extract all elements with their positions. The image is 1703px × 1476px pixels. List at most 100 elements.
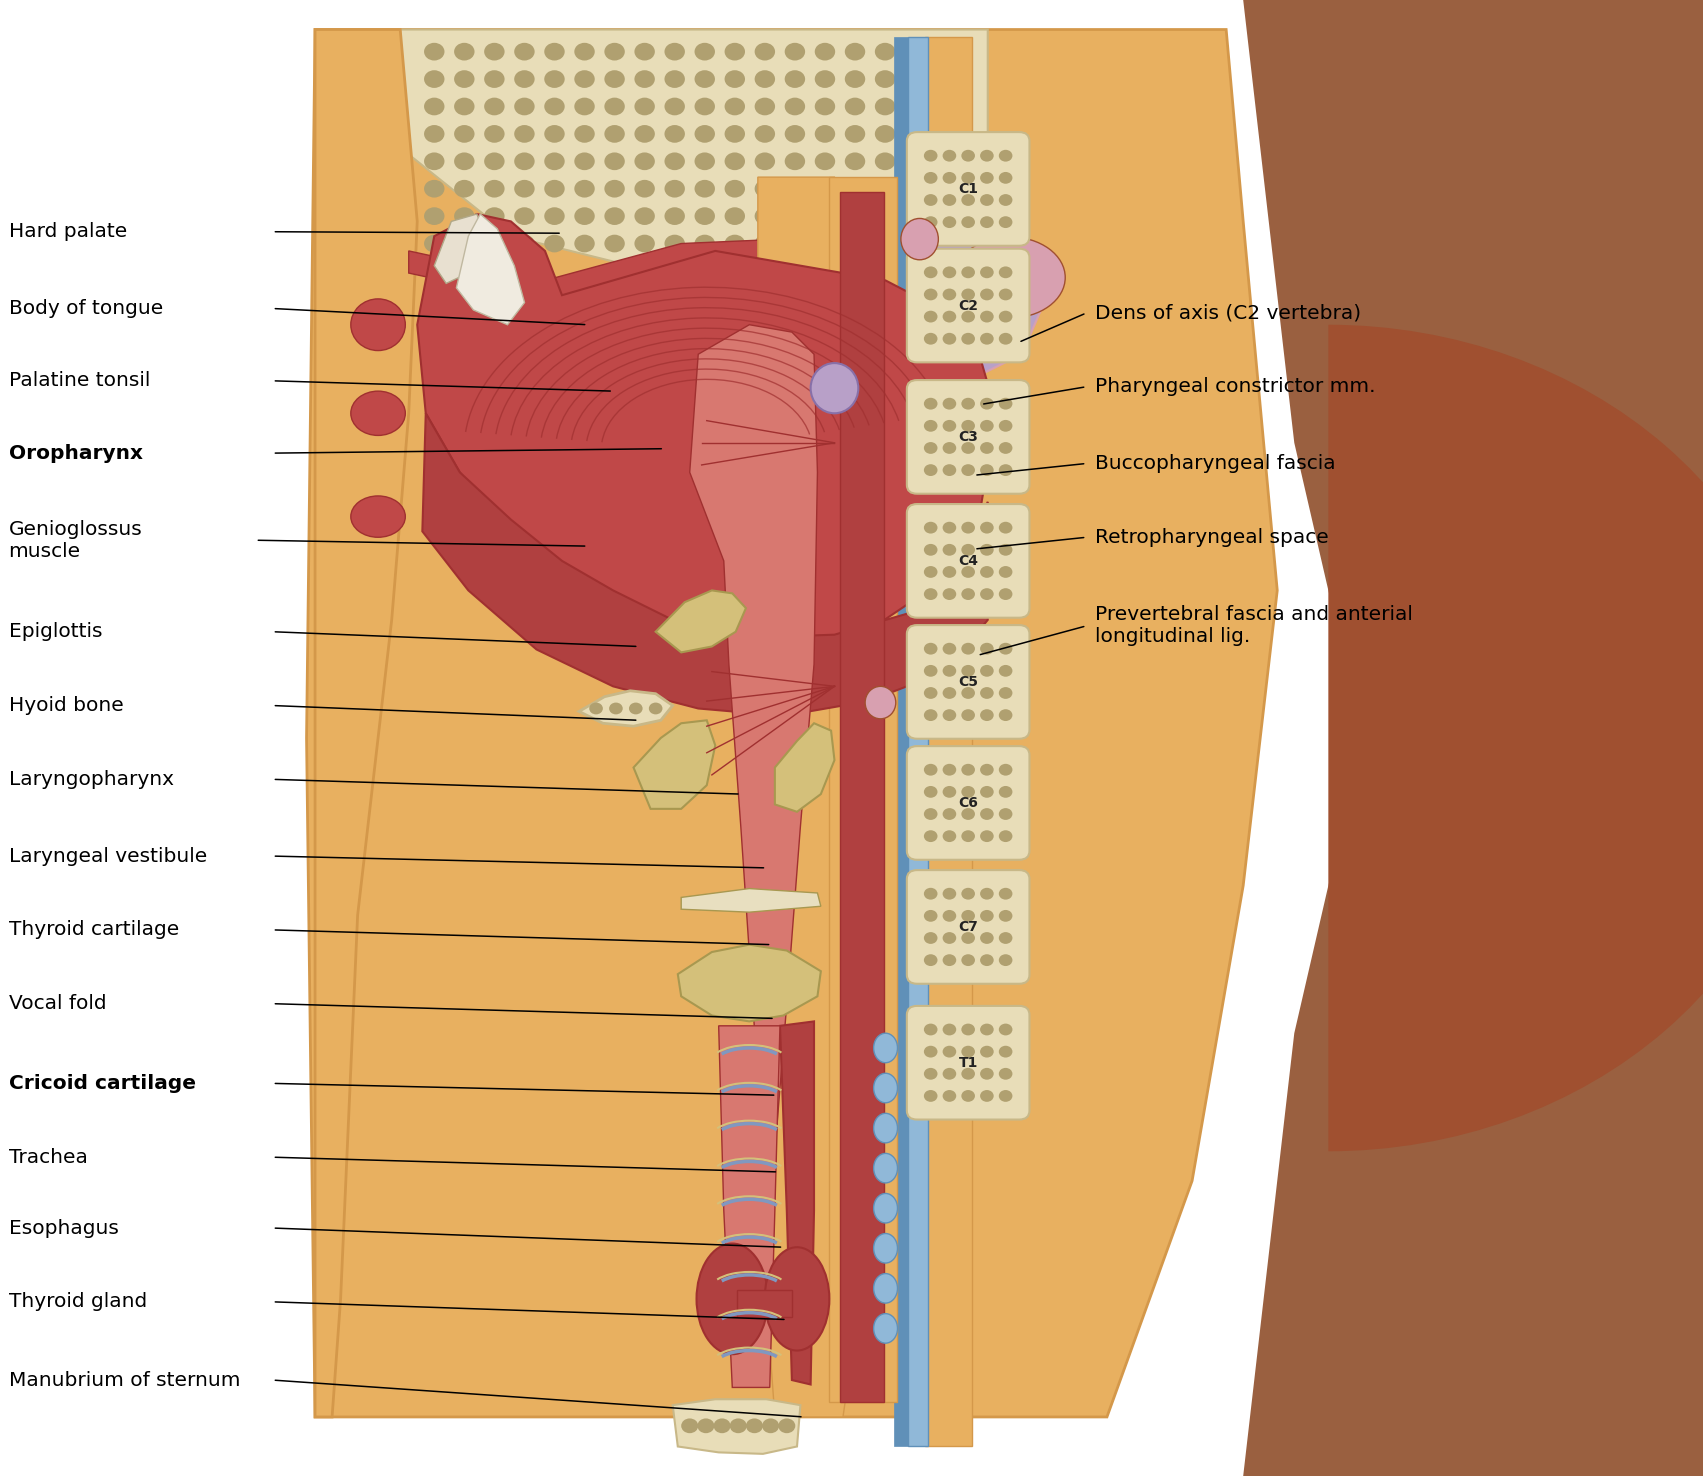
Circle shape: [724, 207, 744, 224]
Circle shape: [923, 1024, 937, 1036]
Circle shape: [785, 125, 806, 143]
Circle shape: [942, 889, 957, 900]
Circle shape: [754, 180, 775, 198]
Circle shape: [923, 933, 937, 945]
Circle shape: [960, 1089, 974, 1101]
Text: C4: C4: [959, 554, 978, 568]
Circle shape: [695, 180, 715, 198]
Circle shape: [981, 644, 995, 655]
Circle shape: [514, 43, 535, 61]
Circle shape: [695, 125, 715, 143]
Circle shape: [960, 785, 974, 797]
Circle shape: [960, 332, 974, 344]
Circle shape: [714, 1418, 731, 1433]
Polygon shape: [422, 413, 988, 716]
Circle shape: [729, 1418, 746, 1433]
Circle shape: [785, 97, 806, 115]
Circle shape: [942, 587, 957, 599]
Circle shape: [545, 152, 565, 170]
Circle shape: [960, 193, 974, 205]
Circle shape: [942, 289, 957, 301]
Circle shape: [814, 97, 834, 115]
Circle shape: [935, 235, 955, 252]
Circle shape: [923, 664, 937, 676]
Circle shape: [904, 125, 925, 143]
Circle shape: [545, 180, 565, 198]
Circle shape: [923, 830, 937, 841]
Polygon shape: [315, 30, 417, 1417]
Circle shape: [998, 664, 1012, 676]
Circle shape: [981, 565, 995, 577]
FancyBboxPatch shape: [906, 248, 1029, 362]
Ellipse shape: [874, 1194, 897, 1224]
FancyBboxPatch shape: [906, 381, 1029, 493]
Circle shape: [960, 933, 974, 945]
Circle shape: [574, 97, 594, 115]
Circle shape: [942, 441, 957, 453]
Circle shape: [923, 173, 937, 184]
Circle shape: [484, 125, 504, 143]
Circle shape: [923, 765, 937, 776]
Circle shape: [904, 180, 925, 198]
Circle shape: [814, 125, 834, 143]
Circle shape: [610, 703, 623, 714]
Circle shape: [424, 125, 444, 143]
Circle shape: [635, 125, 656, 143]
Circle shape: [935, 43, 955, 61]
Circle shape: [998, 1045, 1012, 1057]
Circle shape: [960, 543, 974, 556]
Polygon shape: [719, 1026, 780, 1387]
Circle shape: [754, 97, 775, 115]
Ellipse shape: [874, 1153, 897, 1182]
Circle shape: [514, 152, 535, 170]
Circle shape: [923, 809, 937, 821]
Polygon shape: [579, 691, 673, 726]
Circle shape: [545, 97, 565, 115]
Circle shape: [875, 152, 896, 170]
Circle shape: [724, 235, 744, 252]
Polygon shape: [681, 889, 821, 912]
Ellipse shape: [954, 236, 1066, 317]
Circle shape: [942, 215, 957, 227]
Circle shape: [904, 43, 925, 61]
Circle shape: [875, 71, 896, 89]
Circle shape: [424, 71, 444, 89]
Text: Esophagus: Esophagus: [9, 1219, 119, 1237]
Circle shape: [695, 97, 715, 115]
Circle shape: [923, 644, 937, 655]
Circle shape: [935, 125, 955, 143]
Text: C1: C1: [959, 182, 978, 196]
Circle shape: [942, 785, 957, 797]
Circle shape: [545, 43, 565, 61]
Circle shape: [981, 830, 995, 841]
Circle shape: [574, 43, 594, 61]
Bar: [894, 37, 908, 1446]
Circle shape: [484, 71, 504, 89]
Ellipse shape: [351, 298, 405, 350]
Circle shape: [981, 1045, 995, 1057]
FancyBboxPatch shape: [906, 747, 1029, 859]
Circle shape: [875, 43, 896, 61]
Circle shape: [960, 889, 974, 900]
Circle shape: [814, 207, 834, 224]
Circle shape: [942, 173, 957, 184]
Circle shape: [814, 71, 834, 89]
Circle shape: [875, 125, 896, 143]
Circle shape: [981, 441, 995, 453]
Circle shape: [942, 1089, 957, 1101]
Circle shape: [923, 215, 937, 227]
Circle shape: [605, 152, 625, 170]
Circle shape: [724, 152, 744, 170]
Circle shape: [981, 266, 995, 277]
Circle shape: [923, 686, 937, 698]
Circle shape: [424, 180, 444, 198]
Polygon shape: [400, 30, 988, 295]
Polygon shape: [690, 325, 817, 1151]
Circle shape: [845, 71, 865, 89]
Circle shape: [942, 664, 957, 676]
Circle shape: [514, 180, 535, 198]
Circle shape: [635, 207, 656, 224]
Circle shape: [455, 235, 475, 252]
Circle shape: [942, 953, 957, 965]
Circle shape: [424, 97, 444, 115]
